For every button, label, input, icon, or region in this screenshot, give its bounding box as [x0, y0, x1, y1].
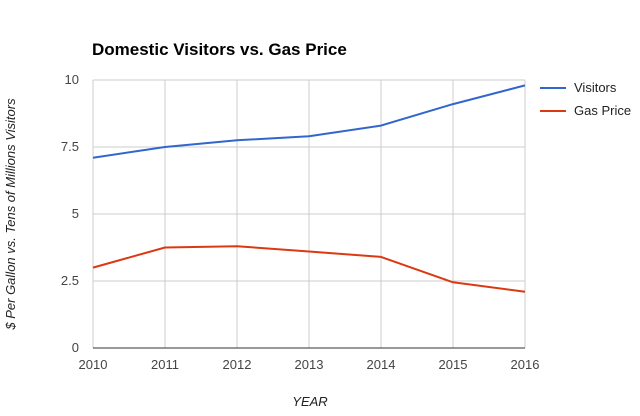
y-tick-label: 5	[72, 206, 79, 221]
x-tick-label: 2014	[367, 357, 396, 372]
x-tick-label: 2013	[295, 357, 324, 372]
gridlines	[92, 79, 526, 349]
x-tick-label: 2015	[439, 357, 468, 372]
y-axis-ticks: 0 2.5 5 7.5 10	[61, 72, 79, 355]
series-line-visitors	[92, 84, 526, 159]
x-tick-label: 2012	[223, 357, 252, 372]
y-axis-title: $ Per Gallon vs. Tens of Millions Visito…	[3, 98, 18, 331]
legend-label: Visitors	[574, 80, 617, 95]
legend: Visitors Gas Price	[540, 80, 631, 118]
series-line-gas-price	[92, 245, 526, 293]
y-tick-label: 0	[72, 340, 79, 355]
x-axis-title: YEAR	[292, 394, 327, 409]
legend-label: Gas Price	[574, 103, 631, 118]
y-tick-label: 2.5	[61, 273, 79, 288]
x-axis-ticks: 2010 2011 2012 2013 2014 2015 2016	[79, 357, 540, 372]
x-tick-label: 2010	[79, 357, 108, 372]
y-tick-label: 10	[65, 72, 79, 87]
series-lines	[92, 84, 526, 293]
x-tick-label: 2011	[151, 357, 179, 372]
y-tick-label: 7.5	[61, 139, 79, 154]
x-tick-label: 2016	[511, 357, 540, 372]
chart-title: Domestic Visitors vs. Gas Price	[92, 40, 347, 59]
